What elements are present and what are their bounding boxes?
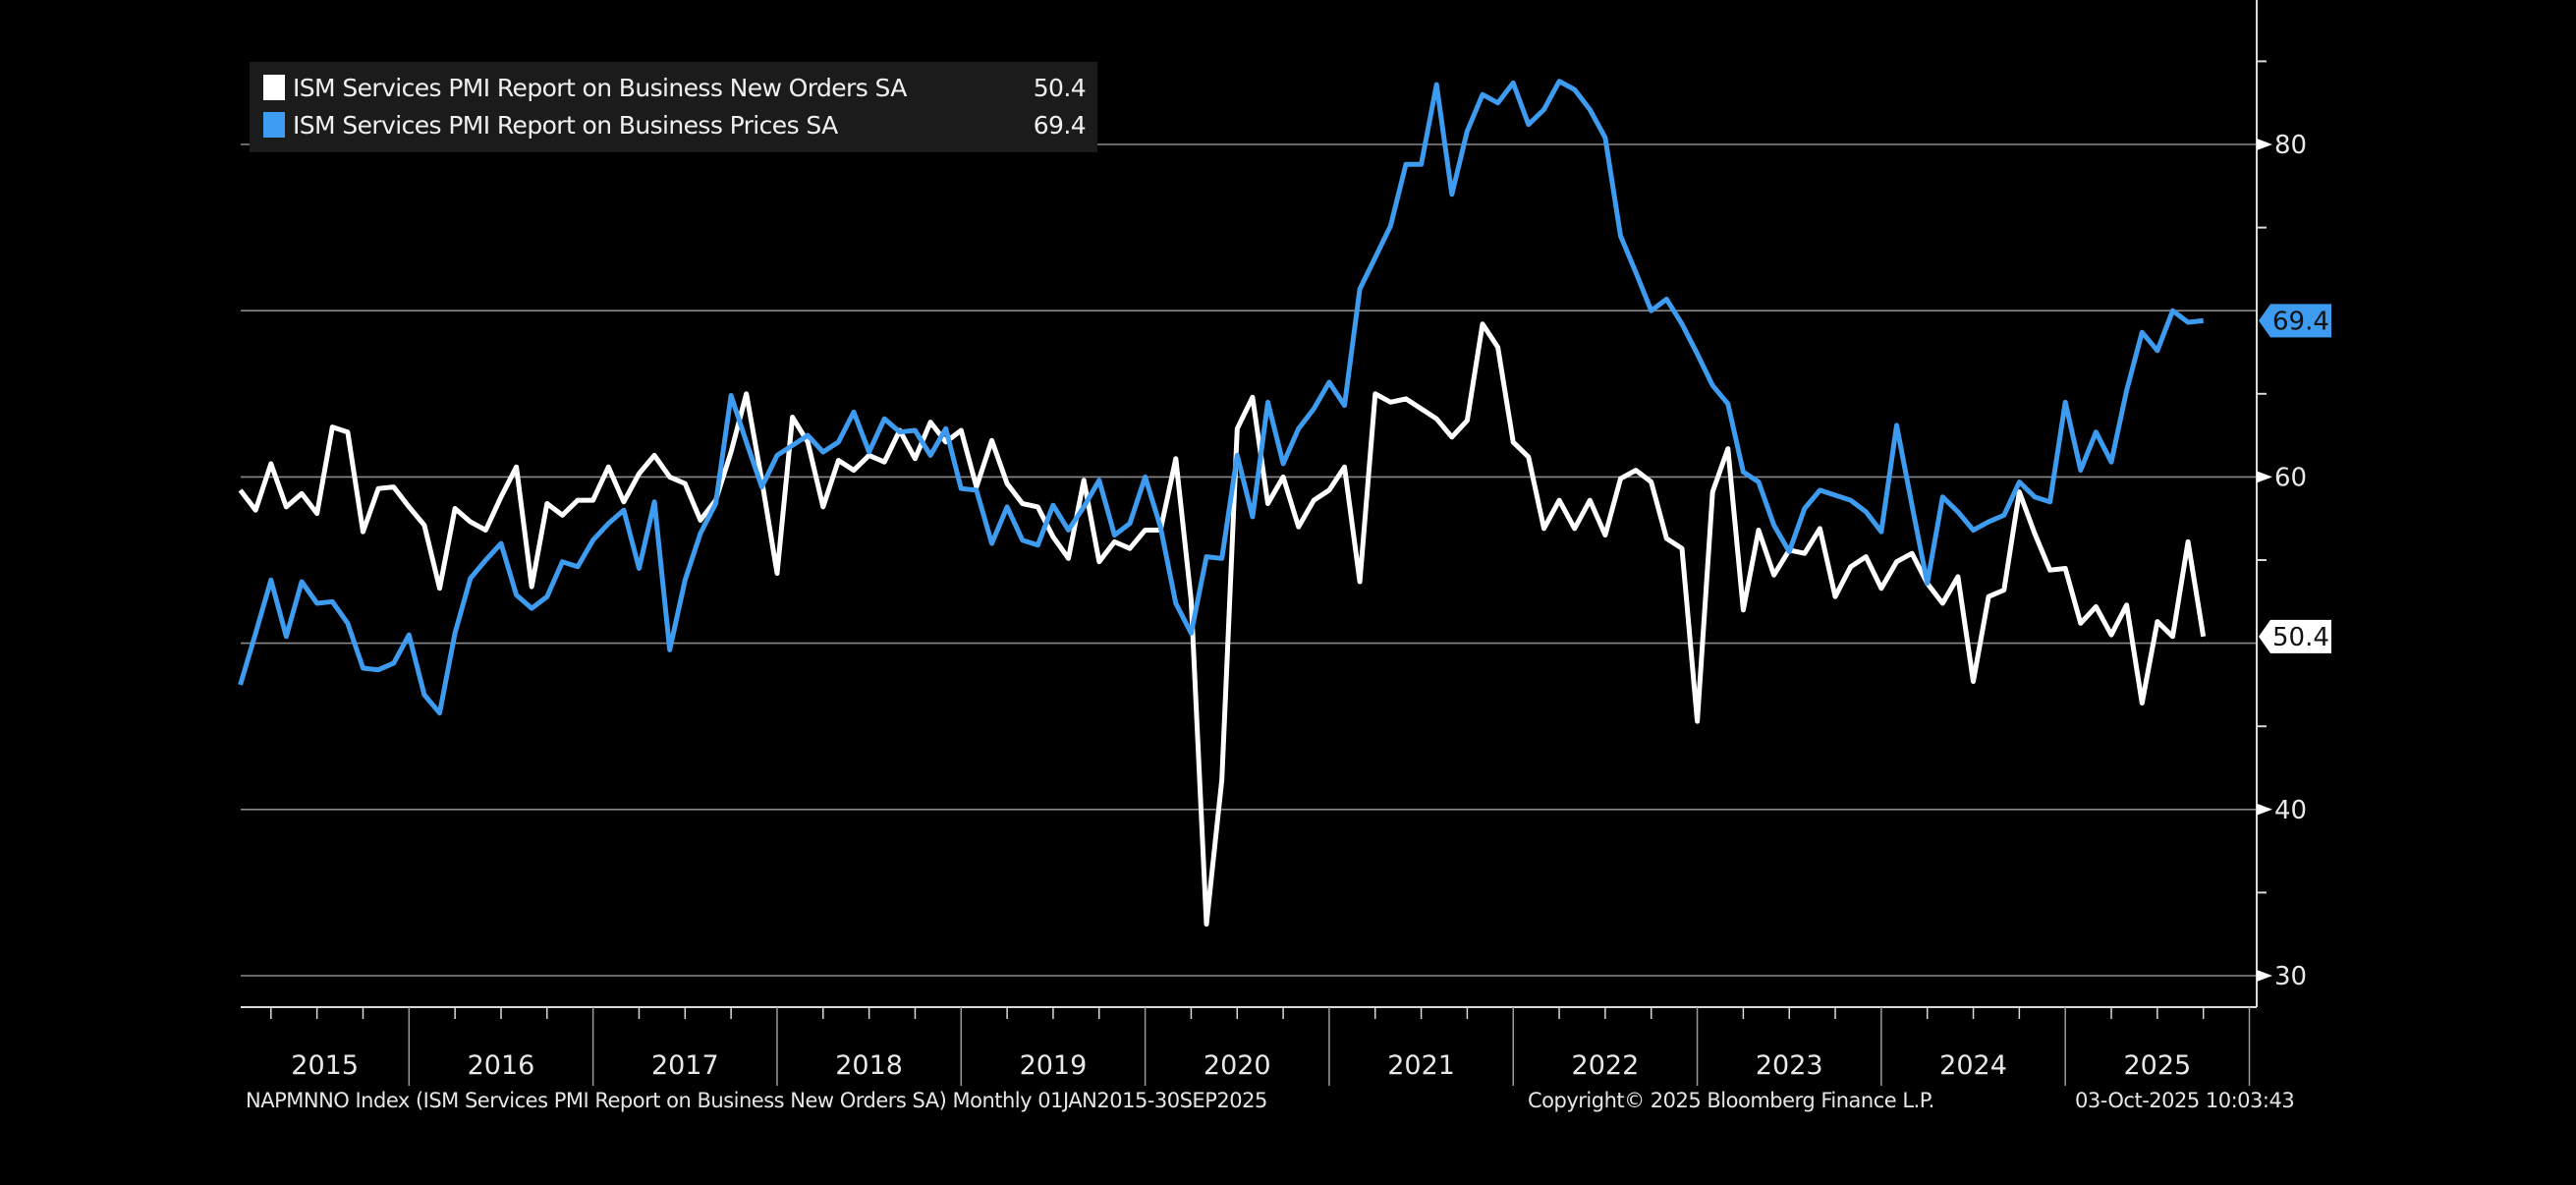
last-value-tag-0 <box>2259 619 2331 653</box>
footer-description: NAPMNNO Index (ISM Services PMI Report o… <box>246 1089 1267 1112</box>
x-tick-label: 2015 <box>291 1050 359 1081</box>
last-value-tag-1 <box>2259 304 2331 338</box>
legend: ISM Services PMI Report on Business New … <box>250 62 1097 152</box>
last-value-label: 69.4 <box>2272 307 2329 336</box>
x-tick-label: 2024 <box>1939 1050 2007 1081</box>
x-tick-label: 2022 <box>1572 1050 1640 1081</box>
x-tick-label: 2018 <box>835 1050 903 1081</box>
x-tick-label: 2021 <box>1387 1050 1455 1081</box>
series-line-0 <box>238 321 2207 927</box>
legend-swatch-new-orders <box>263 75 285 100</box>
x-tick-label: 2020 <box>1204 1050 1271 1081</box>
y-tick-marker <box>2257 970 2272 982</box>
x-tick-label: 2016 <box>468 1050 535 1081</box>
y-tick-label: 30 <box>2274 962 2307 991</box>
x-tick-label: 2017 <box>651 1050 719 1081</box>
x-tick-label: 2019 <box>1020 1050 1088 1081</box>
y-tick-label: 60 <box>2274 463 2307 492</box>
y-tick-marker <box>2257 803 2272 816</box>
x-tick-label: 2023 <box>1756 1050 1823 1081</box>
series-line-1 <box>238 79 2204 716</box>
y-tick-label: 40 <box>2274 796 2307 825</box>
legend-label: ISM Services PMI Report on Business Pric… <box>293 110 838 140</box>
legend-value: 69.4 <box>1033 110 1087 140</box>
y-tick-label: 80 <box>2274 131 2307 160</box>
x-tick-label: 2025 <box>2124 1050 2192 1081</box>
legend-swatch-prices <box>263 112 285 138</box>
y-tick-marker <box>2257 139 2272 150</box>
footer-timestamp: 03-Oct-2025 10:03:43 <box>2075 1089 2295 1112</box>
last-value-label: 50.4 <box>2272 623 2329 652</box>
legend-value: 50.4 <box>1033 73 1087 102</box>
legend-label: ISM Services PMI Report on Business New … <box>293 73 907 102</box>
y-tick-marker <box>2257 471 2272 483</box>
legend-item-prices: ISM Services PMI Report on Business Pric… <box>263 107 1087 142</box>
footer-copyright: Copyright© 2025 Bloomberg Finance L.P. <box>1528 1089 1934 1112</box>
legend-item-new-orders: ISM Services PMI Report on Business New … <box>263 70 1087 105</box>
